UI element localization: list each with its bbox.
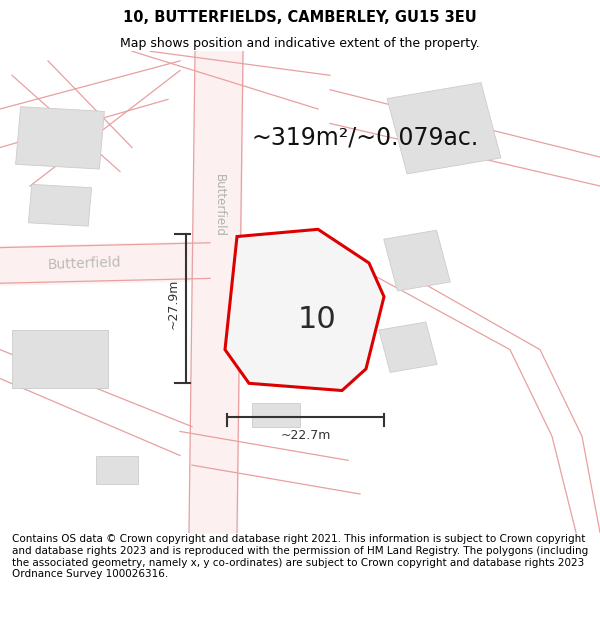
Polygon shape: [28, 184, 92, 226]
Text: ~319m²/~0.079ac.: ~319m²/~0.079ac.: [252, 126, 479, 150]
Text: 10: 10: [298, 305, 337, 334]
Polygon shape: [379, 322, 437, 372]
Text: Butterfield: Butterfield: [212, 174, 226, 237]
Polygon shape: [252, 402, 300, 427]
Polygon shape: [96, 456, 138, 484]
Polygon shape: [384, 230, 450, 291]
Text: Butterfield: Butterfield: [47, 256, 121, 272]
Polygon shape: [225, 229, 384, 391]
Polygon shape: [387, 82, 501, 174]
Text: Map shows position and indicative extent of the property.: Map shows position and indicative extent…: [120, 37, 480, 50]
Polygon shape: [16, 107, 104, 169]
Text: ~22.7m: ~22.7m: [280, 429, 331, 442]
Text: Contains OS data © Crown copyright and database right 2021. This information is : Contains OS data © Crown copyright and d…: [12, 534, 588, 579]
Text: ~27.9m: ~27.9m: [167, 279, 180, 329]
Polygon shape: [12, 331, 108, 388]
Text: 10, BUTTERFIELDS, CAMBERLEY, GU15 3EU: 10, BUTTERFIELDS, CAMBERLEY, GU15 3EU: [123, 10, 477, 25]
